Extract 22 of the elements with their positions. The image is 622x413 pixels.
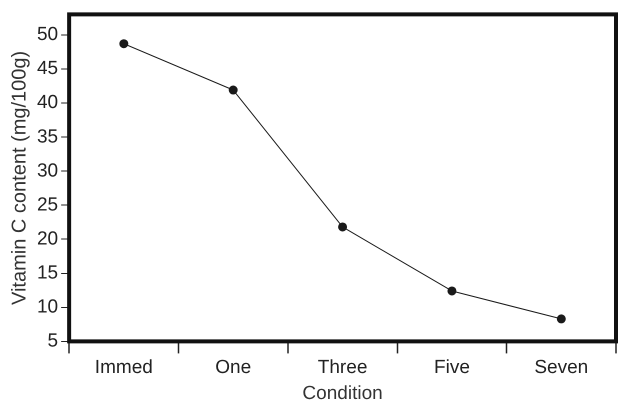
point <box>119 39 128 48</box>
y-axis-title: Vitamin C content (mg/100g) <box>8 50 31 305</box>
y-tick-label: 5 <box>48 330 58 352</box>
y-tick-label: 35 <box>36 126 58 148</box>
x-tick-label: Seven <box>534 357 588 378</box>
y-tick-label: 20 <box>36 228 58 250</box>
x-tick-label: Immed <box>94 357 153 378</box>
y-tick-label: 15 <box>36 262 58 284</box>
y-tick-label: 30 <box>36 160 58 182</box>
x-tick-label: Three <box>318 357 368 378</box>
y-tick-label: 40 <box>36 92 58 114</box>
x-tick-label: One <box>215 357 252 378</box>
point <box>338 222 348 232</box>
y-tick-label: 50 <box>36 24 58 46</box>
point <box>228 86 238 95</box>
y-tick-label: 10 <box>36 296 58 318</box>
x-tick-label: Five <box>434 357 470 378</box>
point <box>556 314 566 324</box>
y-tick-label: 45 <box>36 58 58 80</box>
x-axis-title: Condition <box>302 382 383 404</box>
point <box>447 286 456 296</box>
y-tick-label: 25 <box>36 194 58 216</box>
